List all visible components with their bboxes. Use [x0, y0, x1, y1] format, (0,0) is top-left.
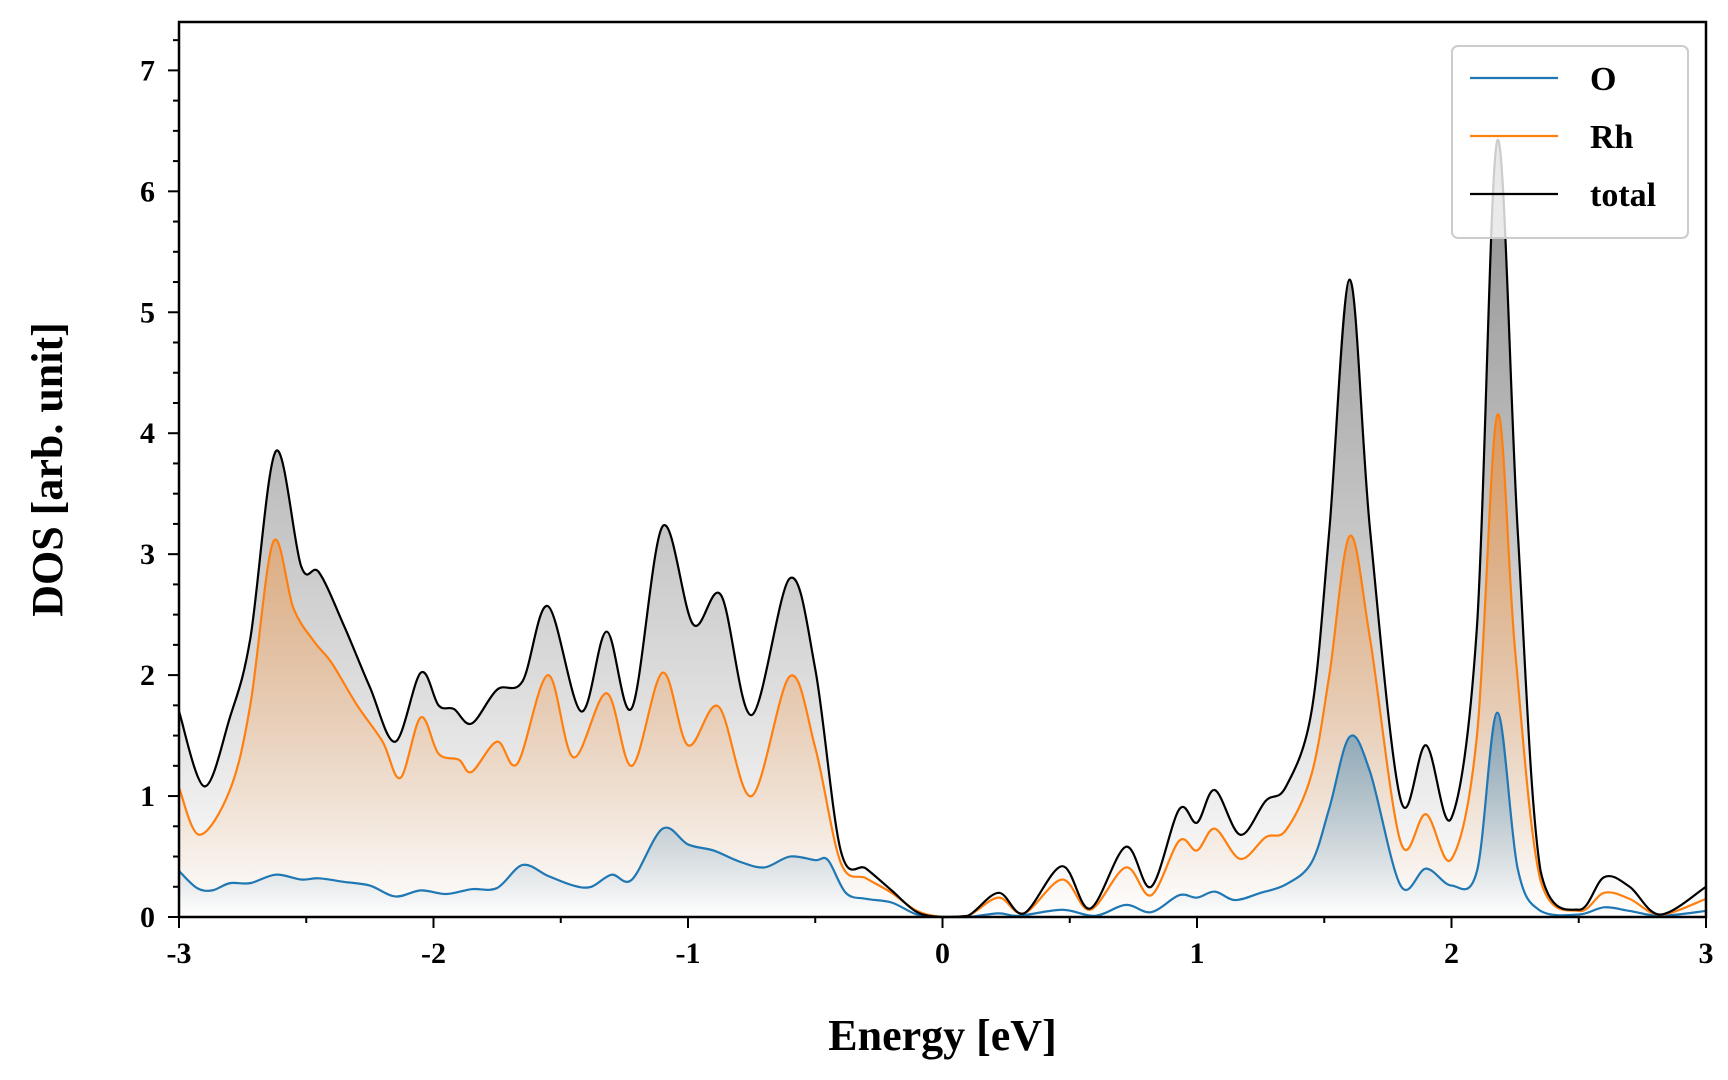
- legend: O Rh total: [1451, 45, 1689, 239]
- y-tick-label: 0: [140, 901, 155, 934]
- y-tick-label: 2: [140, 659, 155, 692]
- y-tick-label: 5: [140, 296, 155, 329]
- legend-label-rh: Rh: [1590, 119, 1634, 156]
- x-tick-label: -1: [676, 937, 701, 970]
- area-fill-rh: [179, 414, 1706, 917]
- y-tick-label: 4: [140, 417, 155, 450]
- area-fill-o: [179, 712, 1706, 917]
- legend-box: [1451, 45, 1689, 239]
- y-axis-label: DOS [arb. unit]: [23, 322, 72, 617]
- legend-label-o: O: [1590, 61, 1616, 98]
- x-tick-label: 1: [1190, 937, 1205, 970]
- x-tick-label: 0: [935, 937, 950, 970]
- y-tick-label: 1: [140, 780, 155, 813]
- y-tick-label: 6: [140, 175, 155, 208]
- y-tick-label: 7: [140, 54, 155, 87]
- x-axis-label: Energy [eV]: [828, 1011, 1057, 1060]
- x-tick-label: -2: [421, 937, 446, 970]
- legend-label-total: total: [1590, 177, 1656, 214]
- y-tick-label: 3: [140, 538, 155, 571]
- series-line-o: [178, 711, 1707, 919]
- x-tick-label: 2: [1444, 937, 1459, 970]
- x-tick-label: -3: [167, 937, 192, 970]
- plot-frame: [177, 20, 1708, 919]
- x-tick-label: 3: [1699, 937, 1714, 970]
